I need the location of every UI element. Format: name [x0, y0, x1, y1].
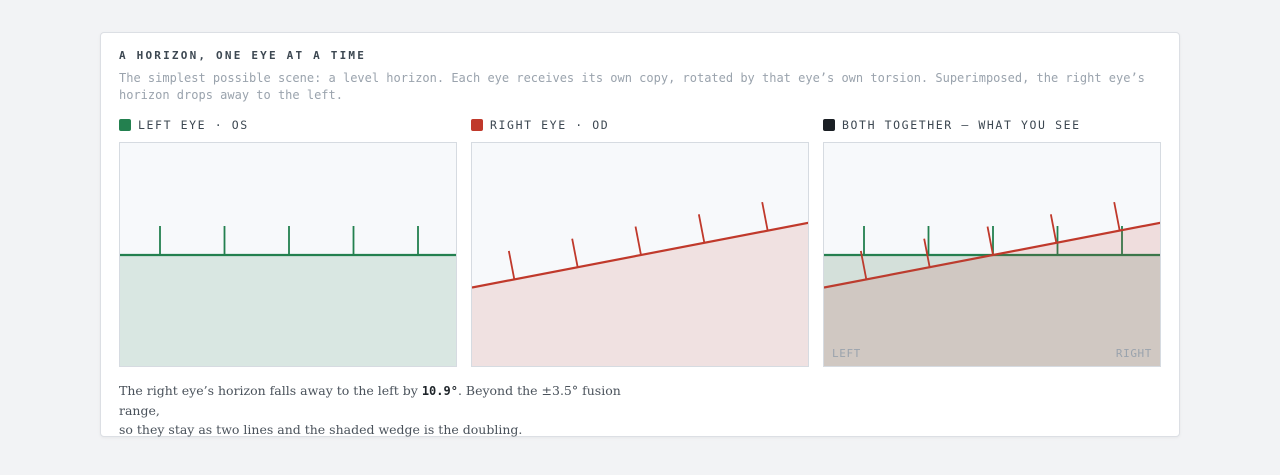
- card-subtitle: The simplest possible scene: a level hor…: [119, 71, 1145, 102]
- right-eye-tick-5: [761, 201, 769, 231]
- left-eye-panel: [119, 142, 457, 367]
- both-eyes-panel: LEFT RIGHT: [823, 142, 1161, 367]
- left-eye-label-text: LEFT EYE · OS: [138, 118, 249, 132]
- both-right-eye-tick-3: [986, 226, 994, 256]
- card-title: A HORIZON, ONE EYE AT A TIME: [119, 49, 367, 62]
- both-eyes-label-text: BOTH TOGETHER — WHAT YOU SEE: [842, 118, 1081, 132]
- right-eye-ground-fill: [472, 222, 808, 366]
- right-eye-panel: [471, 142, 809, 367]
- both-right-eye-tick-1: [859, 250, 868, 280]
- right-eye-tick-2: [571, 238, 579, 268]
- both-right-eye-tick-4: [1049, 214, 1058, 243]
- right-eye-tick-1: [507, 250, 516, 280]
- both-right-eye-tick-5: [1113, 201, 1121, 231]
- combined-horizon-view: [824, 201, 1160, 366]
- both-ground-tone: [824, 255, 1160, 366]
- both-eyes-swatch: [823, 119, 835, 131]
- right-eye-tick-4: [697, 214, 706, 243]
- right-eye-swatch: [471, 119, 483, 131]
- left-eye-ground-fill: [120, 255, 456, 366]
- both-right-eye-ground-fill: [824, 222, 1160, 366]
- both-eyes-label: BOTH TOGETHER — WHAT YOU SEE: [823, 118, 1081, 132]
- both-left-eye-ground-fill: [824, 255, 1160, 366]
- both-right-eye-tick-2: [923, 238, 931, 268]
- right-eye-tick-3: [634, 226, 642, 256]
- caption-text-after: . Beyond the ±3.5° fusion range,: [119, 383, 621, 418]
- caption-angle-value: 10.9°: [421, 384, 458, 398]
- left-eye-swatch: [119, 119, 131, 131]
- right-eye-label-text: RIGHT EYE · OD: [490, 118, 610, 132]
- left-eye-label: LEFT EYE · OS: [119, 118, 249, 132]
- caption-text-before: The right eye’s horizon falls away to th…: [119, 383, 422, 398]
- corner-label-left: LEFT: [832, 347, 861, 360]
- left-eye-horizon-view: [120, 226, 456, 366]
- caption: The right eye’s horizon falls away to th…: [119, 381, 639, 439]
- right-eye-horizon-view: [472, 201, 808, 366]
- caption-text-line2: so they stay as two lines and the shaded…: [119, 422, 523, 437]
- horizon-card: A HORIZON, ONE EYE AT A TIME The simples…: [100, 32, 1180, 437]
- corner-label-right: RIGHT: [1115, 347, 1152, 360]
- right-eye-label: RIGHT EYE · OD: [471, 118, 609, 132]
